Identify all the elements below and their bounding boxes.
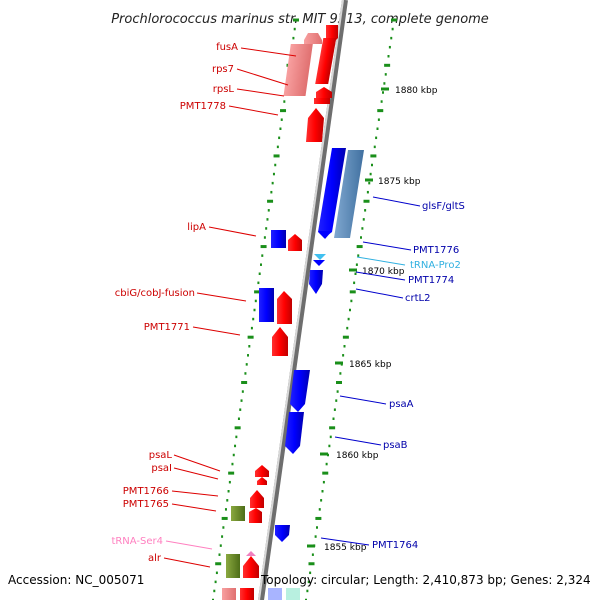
label-PMT1778[interactable]: PMT1778 <box>180 101 226 112</box>
label-PMT1764[interactable]: PMT1764 <box>372 540 418 551</box>
gene-cbiG-blue[interactable] <box>259 288 274 322</box>
right-gene-labels: glsF/gltS PMT1776 tRNA-Pro2 PMT1774 crtL… <box>372 201 465 551</box>
label-PMT1776[interactable]: PMT1776 <box>413 245 459 256</box>
label-rps7[interactable]: rps7 <box>212 64 234 75</box>
genome-backbone <box>258 0 348 600</box>
gene-psaA[interactable] <box>290 370 310 412</box>
kbp-label-1860: 1860 kbp <box>336 451 379 461</box>
gene-PMT1771[interactable] <box>272 327 288 356</box>
accession-text: Accession: NC_005071 <box>8 573 145 587</box>
label-PMT1765[interactable]: PMT1765 <box>123 499 169 510</box>
label-psaA[interactable]: psaA <box>389 399 414 410</box>
kbp-label-1865: 1865 kbp <box>349 360 392 370</box>
gene-rpsL-lower[interactable] <box>314 98 330 104</box>
gene-tRNA-Pro2[interactable] <box>314 254 326 260</box>
gene-tRNA-Ser4[interactable] <box>246 551 256 556</box>
left-leader-lines <box>163 47 297 568</box>
kbp-label-1875: 1875 kbp <box>378 177 421 187</box>
label-alr[interactable]: alr <box>148 553 162 564</box>
gene-alr[interactable] <box>243 556 259 578</box>
label-psaL[interactable]: psaL <box>149 450 173 461</box>
gene-psaL[interactable] <box>255 465 269 477</box>
label-psaI[interactable]: psaI <box>151 463 172 474</box>
gene-fusA-body[interactable] <box>283 44 313 96</box>
label-rpsL[interactable]: rpsL <box>213 84 235 95</box>
gene-lipA[interactable] <box>288 234 302 251</box>
gene-rrna-2[interactable] <box>226 554 240 578</box>
gene-rrna-1[interactable] <box>231 506 245 521</box>
gene-PMT1774[interactable] <box>309 270 323 294</box>
gene-bottom-red[interactable] <box>240 588 254 600</box>
label-PMT1771[interactable]: PMT1771 <box>144 322 190 333</box>
gene-bottom-lightblue[interactable] <box>268 588 282 600</box>
gene-PMT1764[interactable] <box>275 525 290 542</box>
kbp-scale: 1880 kbp 1875 kbp 1870 kbp 1865 kbp 1860… <box>307 86 438 553</box>
left-gene-labels: fusA rps7 rpsL PMT1778 lipA cbiG/cobJ-fu… <box>111 42 238 564</box>
gene-psaB[interactable] <box>285 412 304 454</box>
topology-text: Topology: circular; Length: 2,410,873 bp… <box>261 573 591 587</box>
label-psaB[interactable]: psaB <box>383 440 408 451</box>
label-PMT1774[interactable]: PMT1774 <box>408 275 454 286</box>
gene-lipA-blue[interactable] <box>271 230 286 248</box>
right-leader-lines <box>320 196 421 546</box>
right-tick-track <box>305 18 397 600</box>
gene-PMT1776[interactable] <box>313 260 325 266</box>
label-glsF-gltS[interactable]: glsF/gltS <box>422 201 465 212</box>
forward-strand-genes <box>222 25 338 600</box>
gene-rps7[interactable] <box>315 38 337 84</box>
gene-PMT1778[interactable] <box>306 108 324 142</box>
label-tRNA-Ser4[interactable]: tRNA-Ser4 <box>111 536 163 547</box>
label-crtL2[interactable]: crtL2 <box>405 293 430 304</box>
gene-fusA-pseudo[interactable] <box>304 33 322 44</box>
label-lipA[interactable]: lipA <box>187 222 206 233</box>
gene-PMT1765[interactable] <box>249 508 262 523</box>
gene-psaI[interactable] <box>257 477 267 485</box>
gene-rpsL[interactable] <box>316 87 332 98</box>
gene-cbiG[interactable] <box>277 291 292 324</box>
gene-bottom-mint[interactable] <box>286 588 300 600</box>
gene-glsF-arrow[interactable] <box>318 231 332 239</box>
kbp-label-1880: 1880 kbp <box>395 86 438 96</box>
gene-glsF[interactable] <box>318 148 346 238</box>
kbp-label-1870: 1870 kbp <box>362 267 405 277</box>
label-cbiG[interactable]: cbiG/cobJ-fusion <box>115 288 195 299</box>
reverse-strand-genes <box>268 148 364 600</box>
label-tRNA-Pro2[interactable]: tRNA-Pro2 <box>410 260 461 271</box>
gene-bottom-pink[interactable] <box>222 588 236 600</box>
kbp-label-1855: 1855 kbp <box>324 543 367 553</box>
gene-gltS[interactable] <box>334 150 364 238</box>
label-fusA[interactable]: fusA <box>216 42 238 53</box>
gene-PMT1766[interactable] <box>250 490 264 508</box>
map-title: Prochlorococcus marinus str. MIT 9313, c… <box>111 12 489 27</box>
label-PMT1766[interactable]: PMT1766 <box>123 486 169 497</box>
